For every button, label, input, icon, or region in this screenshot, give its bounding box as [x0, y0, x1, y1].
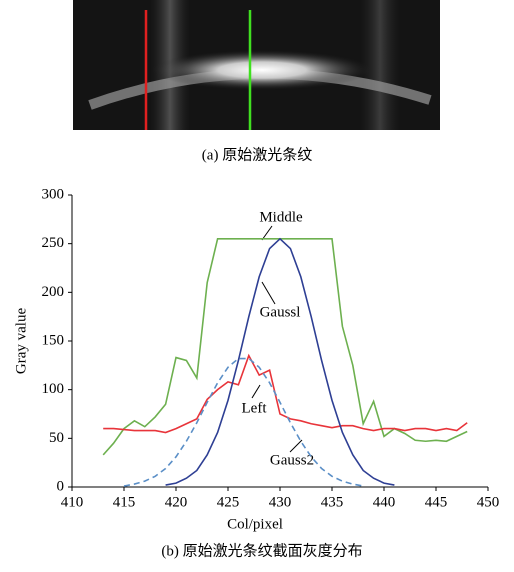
stripe-image: [73, 0, 440, 130]
series-line: [165, 237, 395, 486]
annotation: Gauss2: [270, 452, 314, 468]
x-tick-label: 420: [165, 494, 188, 510]
x-tick-label: 415: [113, 494, 136, 510]
y-tick-label: 150: [42, 332, 65, 348]
x-tick-label: 430: [269, 494, 292, 510]
x-tick-label: 445: [425, 494, 448, 510]
series-line: [102, 238, 468, 456]
y-tick-label: 300: [42, 186, 65, 202]
caption: (b) 原始激光条纹截面灰度分布: [161, 542, 362, 559]
annotation: Left: [242, 400, 268, 416]
y-tick-label: 200: [42, 284, 65, 300]
x-tick-label: 435: [321, 494, 344, 510]
y-tick-label: 50: [49, 430, 64, 446]
y-tick-label: 250: [42, 235, 65, 251]
leaders: [251, 225, 303, 453]
x-axis-label: Col/pixel: [227, 516, 283, 532]
x-tick-label: 440: [373, 494, 396, 510]
y-tick-label: 0: [57, 478, 65, 494]
caption: (a) 原始激光条纹: [202, 146, 312, 163]
annotation: Middle: [259, 209, 303, 225]
series-line: [123, 357, 364, 487]
x-tick-label: 425: [217, 494, 240, 510]
y-axis-label: Gray value: [13, 308, 29, 375]
annotation: Gaussl: [260, 304, 301, 320]
x-tick-label: 410: [61, 494, 84, 510]
x-tick-label: 450: [477, 494, 500, 510]
series-line: [103, 353, 468, 434]
y-tick-label: 100: [42, 381, 65, 397]
